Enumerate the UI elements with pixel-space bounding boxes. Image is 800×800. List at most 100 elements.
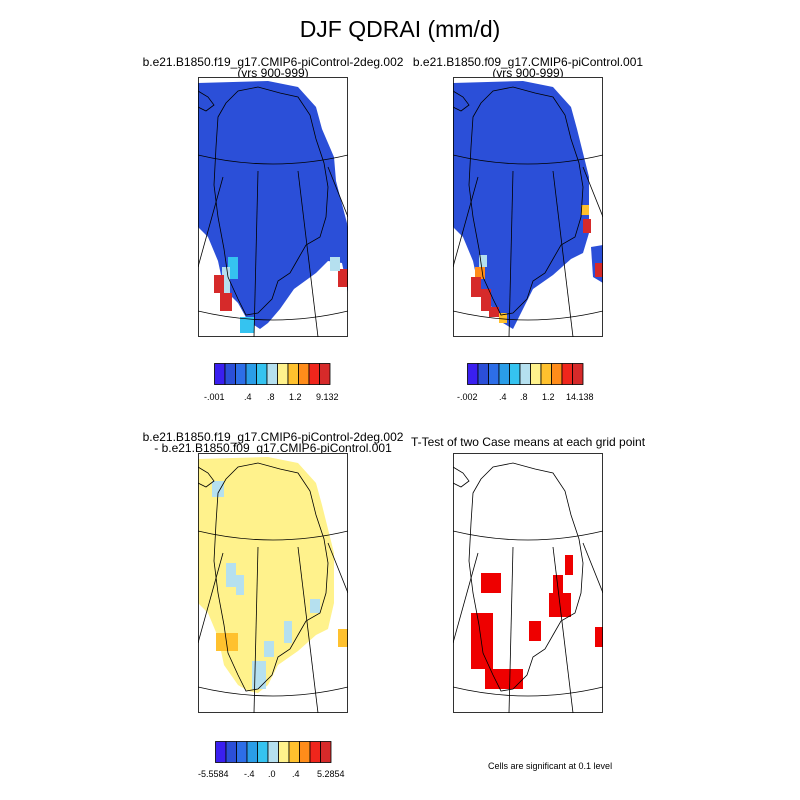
colorbar-case1-swatch-10 xyxy=(319,363,331,385)
map-case2-frame xyxy=(453,77,603,337)
ttest-coast-nw xyxy=(453,466,470,488)
colorbar-diff-swatch-6 xyxy=(278,741,290,763)
colorbar-diff-label-3: .4 xyxy=(292,769,300,779)
colorbar-case1-swatch-3 xyxy=(245,363,257,385)
colorbar-case1-swatch-9 xyxy=(308,363,320,385)
colorbar-case2-label-4: 14.138 xyxy=(566,392,594,402)
colorbar-case2-swatch-6 xyxy=(530,363,542,385)
colorbar-case2 xyxy=(467,363,585,385)
panel-title-case1-line2: (yrs 900-999) xyxy=(237,66,309,80)
map-case2 xyxy=(453,77,603,337)
colorbar-case2-swatch-7 xyxy=(540,363,552,385)
case1-cell-lightblue xyxy=(222,267,230,293)
diff-cell-lightblue-5 xyxy=(252,661,266,689)
panel-title-diff-line1: b.e21.B1850.f19_g17.CMIP6-piControl-2deg… xyxy=(142,430,404,444)
colorbar-diff-label-4: 5.2854 xyxy=(317,769,345,779)
colorbar-case1-label-3: 1.2 xyxy=(289,392,302,402)
case1-coast-nw xyxy=(198,90,215,112)
case1-meridian-3 xyxy=(297,170,319,337)
colorbar-case2-label-2: .8 xyxy=(520,392,528,402)
map-diff-frame xyxy=(198,453,348,713)
map-diff xyxy=(198,453,348,713)
case1-coastline xyxy=(213,86,329,316)
colorbar-diff-swatch-8 xyxy=(299,741,311,763)
case1-cell-cyan-2 xyxy=(240,317,254,333)
panel-title-ttest: T-Test of two Case means at each grid po… xyxy=(353,436,703,448)
case1-cell-red-2 xyxy=(220,293,232,311)
colorbar-case2-swatch-3 xyxy=(498,363,510,385)
case1-meridian-4 xyxy=(327,166,348,218)
ttest-cell-7 xyxy=(529,621,541,641)
diff-meridian-4 xyxy=(327,542,348,594)
ttest-cell-5 xyxy=(553,575,563,593)
diff-meridian-1 xyxy=(198,552,224,644)
panel-title-diff: b.e21.B1850.f19_g17.CMIP6-piControl-2deg… xyxy=(98,430,448,454)
diff-coast-nw xyxy=(198,466,215,488)
diff-cell-lightblue-3 xyxy=(284,621,292,643)
colorbar-case1-label-0: -.001 xyxy=(204,392,225,402)
map-case1-frame xyxy=(198,77,348,337)
map-case2-field xyxy=(453,81,603,329)
diff-cell-lightblue-7 xyxy=(212,481,224,497)
case1-meridian-1 xyxy=(198,176,224,268)
diff-cell-lightblue-4 xyxy=(264,641,274,657)
colorbar-case2-swatches xyxy=(467,363,584,385)
significance-note: Cells are significant at 0.1 level xyxy=(488,761,613,771)
colorbar-diff-swatch-9 xyxy=(309,741,321,763)
colorbar-case1-label-2: .8 xyxy=(267,392,275,402)
colorbar-diff-swatch-10 xyxy=(320,741,332,763)
colorbar-diff-swatch-5 xyxy=(267,741,279,763)
colorbar-case1-swatch-8 xyxy=(298,363,310,385)
colorbar-diff-swatch-0 xyxy=(215,741,227,763)
map-case1 xyxy=(198,77,348,337)
case1-meridian-2 xyxy=(253,170,259,337)
diff-meridian-3 xyxy=(297,546,319,713)
colorbar-case1-swatch-4 xyxy=(256,363,268,385)
diff-cell-lightblue-2 xyxy=(236,575,244,595)
colorbar-case1-swatch-5 xyxy=(266,363,278,385)
figure-title: DJF QDRAI (mm/d) xyxy=(299,16,501,42)
case2-meridian-3 xyxy=(552,170,574,337)
map-diff-field xyxy=(198,457,348,693)
colorbar-case2-swatch-4 xyxy=(509,363,521,385)
panel-title-case1-line1: b.e21.B1850.f19_g17.CMIP6-piControl-2deg… xyxy=(142,55,404,69)
colorbar-case2-swatch-1 xyxy=(477,363,489,385)
map-diff-svg xyxy=(198,453,348,713)
map-ttest-field xyxy=(471,555,603,689)
map-ttest xyxy=(453,453,603,713)
colorbar-diff-swatches xyxy=(215,741,332,763)
ttest-coastline xyxy=(468,462,584,692)
colorbar-diff-swatch-1 xyxy=(225,741,237,763)
ttest-cell-2 xyxy=(471,613,493,669)
colorbar-case2-swatch-5 xyxy=(519,363,531,385)
colorbar-case2-swatch-8 xyxy=(551,363,563,385)
colorbar-diff-swatch-7 xyxy=(288,741,300,763)
colorbar-diff-swatch-4 xyxy=(257,741,269,763)
case2-cell-lightblue xyxy=(479,255,487,267)
ttest-parallel-1 xyxy=(453,530,603,541)
colorbar-case2-label-0: -.002 xyxy=(457,392,478,402)
colorbar-case1-swatch-2 xyxy=(235,363,247,385)
colorbar-diff-label-2: .0 xyxy=(268,769,276,779)
case1-cell-red-3 xyxy=(338,269,348,287)
case2-meridian-4 xyxy=(582,166,603,218)
diff-cell-lightblue-1 xyxy=(226,563,236,587)
map-case1-field xyxy=(198,81,348,333)
case2-parallel-2 xyxy=(453,310,603,321)
case2-cell-red-3 xyxy=(489,307,499,317)
case2-cell-red-2 xyxy=(481,289,491,311)
map-case1-lines xyxy=(198,86,348,337)
colorbar-case2-label-3: 1.2 xyxy=(542,392,555,402)
map-case2-lines xyxy=(453,86,603,337)
panel-title-case2-line2: (yrs 900-999) xyxy=(492,66,564,80)
case2-cell-orange-3 xyxy=(581,205,589,215)
colorbar-case1 xyxy=(214,363,332,385)
case2-coastline xyxy=(468,86,584,316)
colorbar-case2-swatch-2 xyxy=(488,363,500,385)
ttest-meridian-3 xyxy=(552,546,574,713)
map-ttest-frame xyxy=(453,453,603,713)
colorbar-case1-label-1: .4 xyxy=(244,392,252,402)
colorbar-case2-swatch-9 xyxy=(561,363,573,385)
diff-cell-lightblue-6 xyxy=(310,599,320,613)
case2-meridian-1 xyxy=(453,176,479,268)
